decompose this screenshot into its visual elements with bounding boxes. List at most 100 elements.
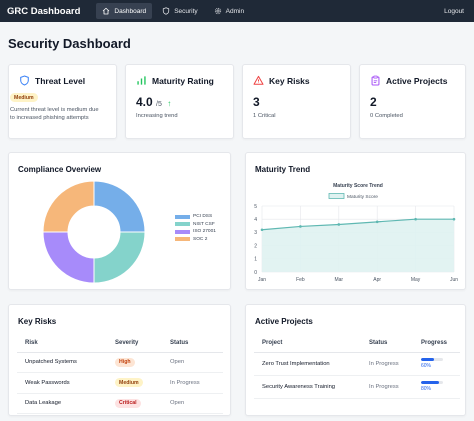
active-projects-table: Project Status Progress Zero Trust Imple…	[254, 335, 460, 399]
column-header-progress: Progress	[413, 335, 460, 353]
legend-swatch	[175, 237, 190, 242]
legend-item: NIST CSF	[175, 221, 216, 229]
trend-up-icon: ↑	[167, 99, 172, 108]
risk-severity-cell: Critical	[107, 393, 162, 414]
progress-bar	[421, 358, 443, 361]
risk-severity-cell: High	[107, 352, 162, 373]
key-risks-title: Key Risks	[269, 75, 310, 86]
key-risks-table-title: Key Risks	[18, 317, 57, 326]
clipboard-icon	[371, 75, 380, 86]
logout-link[interactable]: Logout	[444, 7, 464, 15]
nav-admin[interactable]: Admin	[208, 3, 250, 19]
active-projects-table-card: Active Projects Project Status Progress …	[245, 304, 466, 416]
progress-percent: 60%	[421, 363, 432, 369]
severity-badge: Medium	[115, 378, 143, 388]
project-status: In Progress	[361, 352, 413, 376]
maturity-rating-title: Maturity Rating	[152, 75, 214, 86]
key-risks-header: Key Risks	[253, 75, 310, 86]
progress-bar	[421, 381, 443, 384]
maturity-trend-title: Maturity Trend	[255, 165, 311, 174]
top-navbar: GRC Dashboard Dashboard Security Admin L…	[0, 0, 474, 22]
key-risks-table: Risk Severity Status Unpatched Systems H…	[17, 335, 223, 414]
risk-status: In Progress	[162, 372, 223, 394]
legend-swatch	[175, 214, 190, 219]
project-status: In Progress	[361, 375, 413, 399]
legend-item: SOC 2	[175, 236, 216, 244]
key-risks-caption: 1 Critical	[253, 113, 276, 119]
data-point	[337, 223, 341, 226]
threat-level-badge: Medium	[10, 93, 38, 102]
risk-name: Data Leakage	[17, 393, 107, 414]
series-area	[262, 219, 454, 272]
column-header-risk: Risk	[17, 335, 107, 353]
threat-level-description: Current threat level is medium due to in…	[10, 107, 99, 121]
column-header-status: Status	[361, 335, 413, 353]
key-risks-table-card: Key Risks Risk Severity Status Unpatched…	[8, 304, 231, 416]
series-line	[261, 218, 454, 231]
project-name: Zero Trust Implementation	[254, 352, 361, 376]
compliance-donut-chart	[42, 180, 146, 284]
legend-label: ISO 27001	[193, 229, 216, 235]
nav-security-label: Security	[174, 7, 198, 15]
active-projects-table-title: Active Projects	[255, 317, 313, 326]
active-projects-header: Active Projects	[370, 75, 447, 86]
x-tick-label: Jun	[450, 277, 458, 283]
active-projects-title: Active Projects	[386, 75, 448, 86]
legend-label: Maturity Score	[347, 194, 378, 200]
table-row[interactable]: Weak Passwords Medium In Progress	[17, 372, 223, 394]
y-tick-label: 2	[254, 243, 257, 249]
nav-admin-label: Admin	[225, 7, 245, 15]
y-tick-label: 1	[254, 257, 257, 263]
active-projects-card: Active Projects 2 0 Completed	[359, 64, 466, 139]
legend-swatch	[328, 193, 345, 199]
y-tick-label: 3	[254, 230, 257, 236]
donut-slice	[93, 231, 146, 284]
maturity-trend-chart: Maturity Score Trend Maturity Score 0 1 2 3 4 5…	[254, 183, 458, 283]
x-tick-label: Feb	[296, 277, 305, 283]
project-progress-cell: 80%	[413, 375, 460, 399]
maturity-rating-value-row: 4.0 /5 ↑	[136, 95, 171, 109]
table-row[interactable]: Security Awareness Training In Progress …	[254, 375, 460, 399]
x-tick-label: May	[411, 277, 421, 283]
legend-item: ISO 27001	[175, 228, 216, 236]
data-point	[452, 217, 456, 221]
donut-slice	[93, 180, 146, 233]
nav-dashboard-label: Dashboard	[114, 7, 147, 15]
column-header-severity: Severity	[107, 335, 162, 353]
data-point	[260, 228, 264, 232]
progress-bar-fill	[421, 381, 439, 384]
progress-bar-fill	[421, 358, 435, 361]
legend-label: SOC 2	[193, 236, 208, 242]
warning-icon	[253, 75, 264, 85]
brand-title[interactable]: GRC Dashboard	[7, 5, 81, 17]
compliance-overview-card: Compliance Overview PCI DSS NIST CSF ISO 2…	[8, 152, 231, 290]
table-row[interactable]: Unpatched Systems High Open	[17, 352, 223, 373]
x-tick-label: Apr	[373, 277, 381, 283]
data-point	[299, 225, 302, 228]
data-point	[375, 220, 379, 224]
column-header-status: Status	[162, 335, 223, 353]
nav-dashboard[interactable]: Dashboard	[96, 3, 153, 19]
column-header-project: Project	[254, 335, 361, 353]
nav-security[interactable]: Security	[156, 3, 203, 19]
table-row[interactable]: Zero Trust Implementation In Progress 60…	[254, 352, 460, 376]
compliance-overview-title: Compliance Overview	[18, 165, 102, 174]
maturity-rating-value: 4.0	[136, 95, 153, 109]
legend-swatch	[175, 222, 190, 227]
legend-item: PCI DSS	[175, 213, 216, 221]
data-point	[414, 217, 417, 221]
legend-label: PCI DSS	[193, 214, 213, 220]
gear-icon	[214, 7, 221, 15]
maturity-rating-card: Maturity Rating 4.0 /5 ↑ Increasing tren…	[125, 64, 234, 139]
active-projects-value: 2	[370, 95, 377, 109]
risk-status: Open	[162, 393, 223, 414]
y-tick-label: 5	[254, 204, 257, 210]
maturity-rating-header: Maturity Rating	[136, 75, 214, 86]
project-progress-cell: 60%	[413, 352, 460, 376]
maturity-trend-card: Maturity Trend Maturity Score Trend Matur…	[245, 152, 466, 290]
risk-name: Weak Passwords	[17, 372, 107, 394]
table-row[interactable]: Data Leakage Critical Open	[17, 393, 223, 414]
shield-icon	[20, 75, 29, 86]
progress-percent: 80%	[421, 386, 432, 392]
maturity-rating-scale: /5	[156, 101, 162, 108]
